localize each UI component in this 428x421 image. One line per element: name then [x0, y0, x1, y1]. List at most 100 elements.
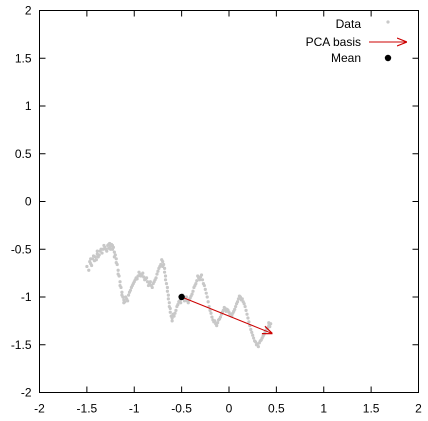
x-tick-label: 0 [226, 402, 233, 416]
data-point [192, 285, 196, 290]
legend-label-data: Data [336, 17, 362, 31]
data-point [234, 304, 238, 309]
data-point [168, 306, 172, 311]
x-tick-label: 2 [415, 402, 422, 416]
data-point [241, 300, 245, 304]
data-point [160, 258, 164, 262]
data-point [87, 268, 91, 272]
data-point [203, 287, 207, 291]
data-point [199, 273, 204, 277]
data-point [182, 299, 187, 303]
data-point [250, 330, 254, 334]
data-point [85, 264, 89, 269]
data-point [184, 295, 188, 299]
data-point [139, 274, 143, 278]
data-point [216, 321, 220, 325]
data-point [186, 301, 190, 305]
data-point [124, 295, 128, 299]
data-point [256, 345, 260, 349]
data-point [108, 247, 113, 251]
data-point [156, 269, 160, 273]
legend-marker-mean [384, 54, 392, 62]
tick-labels-layer: -2 -1.5 -1 -0.5 0 0.5 1 1.5 2 -2 -1.5 -1 -0.5 0 0.5 1 1.… [11, 4, 422, 416]
data-point [244, 308, 248, 312]
y-tick-label: -1 [21, 290, 32, 304]
x-tick-label: -1.5 [77, 402, 98, 416]
y-tick-label: 0 [25, 195, 32, 209]
data-point [170, 319, 174, 323]
data-point [200, 278, 205, 282]
data-point [268, 325, 272, 329]
data-point [102, 243, 106, 248]
data-point [95, 249, 99, 253]
data-point [131, 282, 135, 286]
y-tick-label: 1 [25, 99, 32, 113]
data-point [141, 271, 145, 275]
data-point [158, 264, 162, 269]
data-point [173, 311, 177, 315]
data-point [100, 251, 104, 255]
data-point [168, 310, 172, 314]
x-tick-label: 1.5 [363, 402, 380, 416]
data-point [162, 270, 167, 274]
data-point [154, 276, 158, 280]
data-point [252, 336, 256, 340]
data-point [165, 289, 170, 293]
data-point [164, 282, 169, 286]
data-point [177, 300, 181, 304]
data-point [237, 294, 242, 298]
data-point [133, 278, 137, 282]
data-point [232, 309, 236, 313]
data-point [126, 293, 131, 297]
data-point [166, 297, 170, 301]
data-point [188, 296, 192, 300]
data-point [120, 290, 124, 294]
data-point [222, 305, 226, 310]
data-point [247, 320, 251, 324]
data-point [226, 308, 230, 312]
data-point [215, 324, 219, 328]
data-point [112, 250, 116, 254]
data-point [246, 316, 250, 320]
data-point [267, 321, 271, 325]
data-point [216, 318, 221, 322]
data-point [249, 327, 253, 332]
data-point [110, 243, 115, 248]
data-point [150, 285, 154, 290]
legend-label-mean: Mean [331, 51, 361, 65]
data-point [144, 276, 149, 280]
mean-layer [178, 293, 185, 301]
y-tick-label: 1.5 [15, 51, 32, 65]
data-point [148, 280, 152, 284]
data-point [94, 258, 98, 262]
data-point [201, 282, 206, 286]
pca-basis-arrow [181, 296, 272, 333]
data-point [194, 282, 198, 286]
x-tick-label: 0.5 [268, 402, 285, 416]
data-point [137, 270, 141, 274]
data-point [210, 315, 214, 319]
data-point [122, 301, 126, 305]
data-point [167, 301, 171, 305]
data-point [235, 300, 240, 304]
data-point [129, 285, 134, 290]
legend-marker-data [386, 20, 390, 24]
data-point [205, 295, 209, 299]
data-point [163, 274, 168, 278]
data-point [118, 283, 122, 288]
data-point [126, 299, 130, 303]
data-point [114, 261, 118, 265]
data-point [161, 264, 165, 269]
data-point [165, 285, 170, 290]
data-point [146, 283, 151, 288]
data-point [190, 292, 194, 296]
data-point [195, 279, 199, 283]
pca-basis-layer [181, 296, 272, 333]
mean-point [178, 293, 185, 301]
data-point [191, 289, 195, 293]
data-point [99, 247, 103, 251]
plot-frame [39, 10, 419, 393]
data-point [166, 293, 170, 297]
data-point [209, 311, 213, 315]
